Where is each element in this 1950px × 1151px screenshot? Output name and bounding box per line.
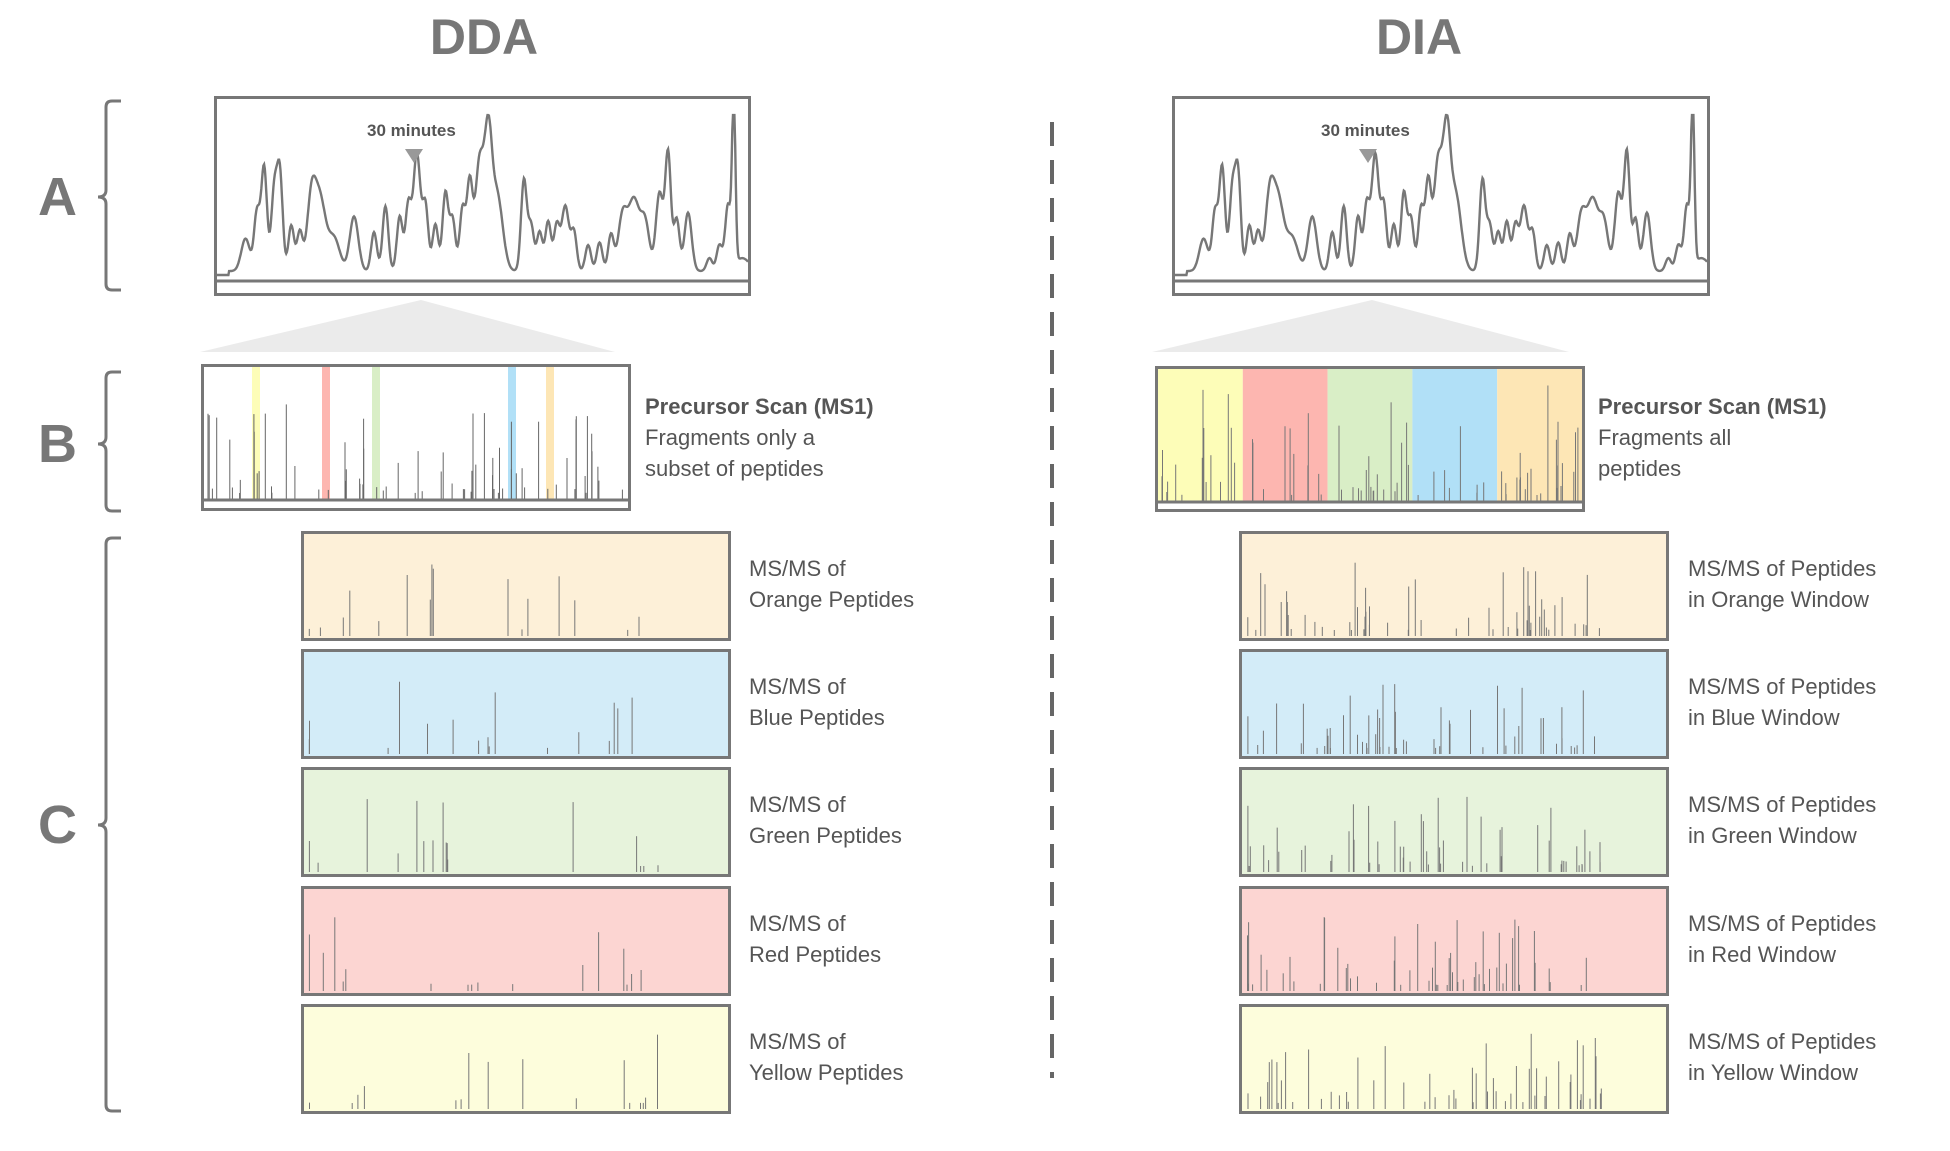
dia-ms1-spectrum [1158, 369, 1582, 504]
dia-msms-spectrum [1247, 684, 1595, 754]
dda-chromatogram-trace [217, 113, 748, 283]
isolation-window [1327, 369, 1413, 501]
dda-msms-caption-line1: MS/MS of [749, 1029, 846, 1054]
dia-msms-caption: MS/MS of Peptides in Green Window [1688, 789, 1876, 851]
dda-msms-spectrum [308, 799, 659, 872]
dia-ms1-title: Precursor Scan (MS1) [1598, 394, 1827, 419]
dia-msms-caption-line2: in Yellow Window [1688, 1060, 1858, 1085]
bracket-b [97, 370, 121, 513]
dda-msms-caption-line2: Blue Peptides [749, 705, 885, 730]
dda-chromatogram: 30 minutes [214, 96, 751, 296]
dia-msms-caption: MS/MS of Peptides in Red Window [1688, 908, 1876, 970]
dda-msms-spectrum [308, 917, 642, 991]
dia-msms-caption-line1: MS/MS of Peptides [1688, 1029, 1877, 1054]
dia-time-marker-icon [1359, 149, 1377, 163]
dda-msms-panel [301, 1004, 731, 1114]
dda-msms-caption: MS/MS of Yellow Peptides [749, 1026, 904, 1088]
dda-ms1-caption: Precursor Scan (MS1) Fragments only a su… [645, 391, 874, 484]
dia-msms-spectrum [1247, 796, 1601, 872]
dda-msms-spectrum [309, 1034, 658, 1109]
dia-msms-caption-line2: in Green Window [1688, 823, 1857, 848]
dia-chromatogram-trace [1175, 113, 1707, 283]
dia-ms1-caption: Precursor Scan (MS1) Fragments all pepti… [1598, 391, 1827, 484]
dda-msms-caption-line2: Yellow Peptides [749, 1060, 904, 1085]
selected-precursor-band [508, 367, 516, 499]
dia-msms-caption: MS/MS of Peptides in Orange Window [1688, 553, 1876, 615]
dia-msms-caption-line2: in Red Window [1688, 942, 1836, 967]
dia-ms1-desc-line1: Fragments all [1598, 425, 1732, 450]
dia-ms1-desc-line2: peptides [1598, 456, 1682, 481]
dda-msms-caption: MS/MS of Red Peptides [749, 908, 881, 970]
dda-msms-caption-line1: MS/MS of [749, 674, 846, 699]
dda-zoom-wedge [200, 300, 615, 352]
dia-msms-spectrum [1247, 562, 1600, 636]
row-label-a: A [38, 167, 77, 227]
dda-ms1-desc-line1: Fragments only a [645, 425, 815, 450]
selected-precursor-band [372, 367, 380, 499]
bracket-a [97, 99, 121, 292]
selected-precursor-band [322, 367, 330, 499]
bracket-c [97, 536, 121, 1113]
dda-msms-panel [301, 767, 731, 877]
row-label-b: B [38, 414, 77, 474]
dda-ms1-title: Precursor Scan (MS1) [645, 394, 874, 419]
chromatogram-line [1175, 113, 1707, 277]
dia-msms-caption: MS/MS of Peptides in Yellow Window [1688, 1026, 1876, 1088]
dda-msms-spectrum [308, 564, 640, 636]
dda-msms-caption: MS/MS of Blue Peptides [749, 671, 885, 733]
dia-chromatogram: 30 minutes [1172, 96, 1710, 296]
dia-msms-panel [1239, 886, 1669, 996]
selected-precursor-band [546, 367, 554, 499]
row-label-c: C [38, 795, 77, 855]
dia-msms-panel [1239, 767, 1669, 877]
dia-msms-panel [1239, 1004, 1669, 1114]
dia-msms-caption: MS/MS of Peptides in Blue Window [1688, 671, 1876, 733]
dda-msms-caption-line1: MS/MS of [749, 911, 846, 936]
dda-msms-caption-line2: Orange Peptides [749, 587, 915, 612]
dda-ms1-scan [201, 364, 631, 511]
dda-title: DDA [429, 9, 539, 65]
dia-time-label: 30 minutes [1321, 121, 1410, 140]
dia-msms-caption-line2: in Blue Window [1688, 705, 1840, 730]
dda-msms-spectrum [308, 681, 633, 754]
dia-msms-caption-line1: MS/MS of Peptides [1688, 792, 1877, 817]
dia-zoom-wedge [1152, 300, 1569, 352]
dia-title: DIA [1375, 9, 1463, 65]
dda-ms1-desc-line2: subset of peptides [645, 456, 824, 481]
dda-msms-panel [301, 531, 731, 641]
dia-msms-caption-line1: MS/MS of Peptides [1688, 674, 1877, 699]
isolation-window [1412, 369, 1498, 501]
dia-msms-panel [1239, 531, 1669, 641]
dda-msms-panel [301, 649, 731, 759]
dda-time-marker-icon [405, 149, 423, 163]
isolation-window [1158, 369, 1243, 501]
dia-msms-caption-line2: in Orange Window [1688, 587, 1869, 612]
dia-msms-spectrum [1247, 917, 1587, 991]
dia-ms1-scan [1155, 366, 1585, 512]
dda-msms-caption-line1: MS/MS of [749, 792, 846, 817]
dda-msms-caption-line2: Green Peptides [749, 823, 902, 848]
dda-msms-caption-line1: MS/MS of [749, 556, 846, 581]
dia-msms-caption-line1: MS/MS of Peptides [1688, 556, 1877, 581]
dia-msms-caption-line1: MS/MS of Peptides [1688, 911, 1877, 936]
dda-msms-panel [301, 886, 731, 996]
chromatogram-line [217, 113, 748, 277]
dda-ms1-spectrum [204, 367, 628, 502]
dda-msms-caption: MS/MS of Orange Peptides [749, 553, 914, 615]
dda-msms-caption: MS/MS of Green Peptides [749, 789, 902, 851]
isolation-window [1497, 369, 1582, 501]
dia-msms-panel [1239, 649, 1669, 759]
selected-precursor-band [252, 367, 260, 499]
dda-time-label: 30 minutes [367, 121, 456, 140]
dda-msms-caption-line2: Red Peptides [749, 942, 882, 967]
dia-msms-spectrum [1247, 1033, 1602, 1109]
